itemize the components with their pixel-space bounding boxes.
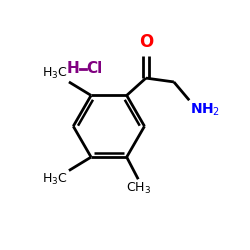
Text: H$_3$C: H$_3$C [42, 66, 68, 81]
Text: O: O [139, 33, 153, 51]
Text: Cl: Cl [87, 61, 103, 76]
Text: H$_3$C: H$_3$C [42, 172, 68, 187]
Text: H: H [66, 61, 79, 76]
Text: CH$_3$: CH$_3$ [126, 181, 151, 196]
Text: NH$_2$: NH$_2$ [190, 101, 220, 117]
